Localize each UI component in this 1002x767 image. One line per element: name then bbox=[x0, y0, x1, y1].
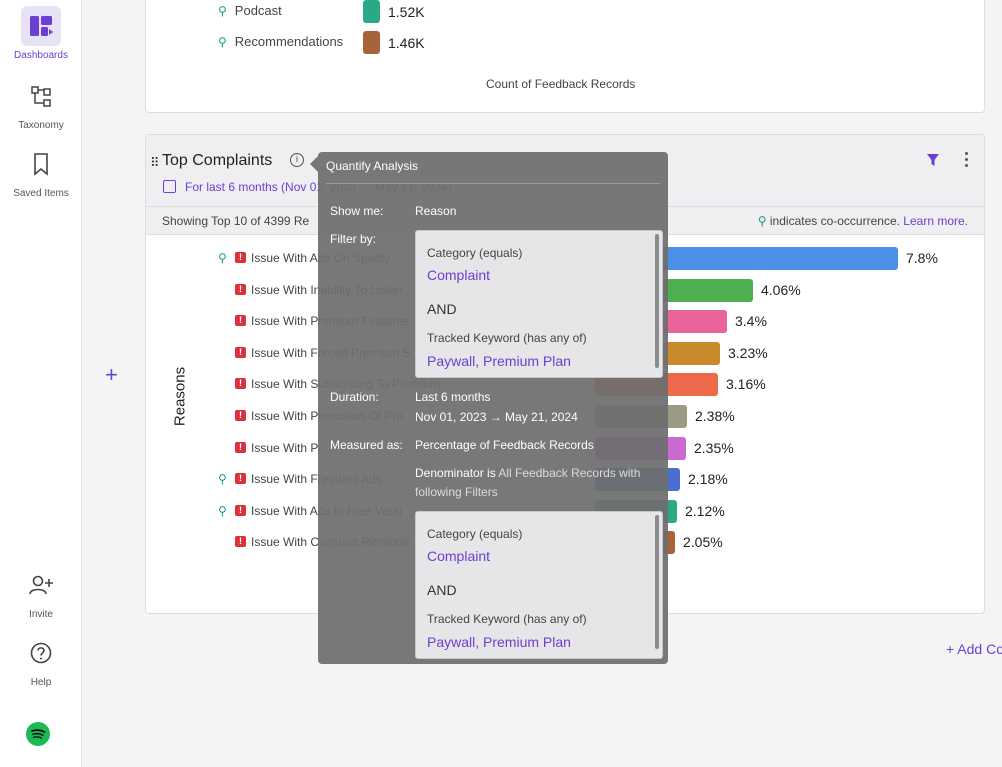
duration-value: Last 6 months bbox=[415, 390, 491, 404]
and-operator: AND bbox=[427, 582, 457, 598]
sidebar-item-label: Saved Items bbox=[13, 188, 69, 199]
cooccurrence-icon: ⚲ bbox=[218, 251, 227, 265]
add-chart-button[interactable]: + Add Co bbox=[946, 641, 1002, 657]
add-widget-button[interactable]: + bbox=[105, 362, 118, 387]
cooccurrence-icon: ⚲ bbox=[218, 503, 227, 518]
denominator-prefix: Denominator is bbox=[415, 466, 496, 480]
keyword-value: Paywall, Premium Plan bbox=[427, 353, 571, 369]
tooltip-title: Quantify Analysis bbox=[326, 159, 419, 173]
cooccurrence-icon: ⚲ bbox=[218, 472, 227, 487]
duration-range: Nov 01, 2023 → May 21, 2024 bbox=[415, 410, 578, 424]
complaint-flag-icon: ! bbox=[235, 315, 246, 327]
top-chart-card bbox=[145, 0, 985, 113]
denominator-line-2: following Filters bbox=[415, 485, 498, 499]
cooccurrence-icon: ⚲ bbox=[757, 214, 767, 228]
keyword-value: Paywall, Premium Plan bbox=[427, 634, 571, 650]
scrollbar[interactable] bbox=[655, 234, 659, 368]
showing-count: Showing Top 10 of 4399 Re bbox=[162, 214, 310, 228]
legend-label: Podcast bbox=[234, 3, 282, 18]
more-options-icon[interactable] bbox=[965, 152, 969, 170]
category-condition: Category (equals) bbox=[427, 246, 523, 260]
y-axis-title: Reasons bbox=[171, 366, 189, 427]
help-icon bbox=[21, 633, 61, 673]
sidebar-item-dashboards[interactable]: Dashboards bbox=[0, 6, 82, 61]
sidebar-item-label: Help bbox=[30, 677, 52, 688]
bar-value-label: 2.35% bbox=[694, 439, 734, 456]
complaint-flag-icon: ! bbox=[235, 536, 246, 548]
card-title: Top Complaints bbox=[162, 152, 273, 169]
bar-value: 1.52K bbox=[388, 4, 425, 20]
denominator-line: Denominator is All Feedback Records with bbox=[415, 466, 640, 480]
measured-as-value: Percentage of Feedback Records bbox=[415, 438, 594, 452]
cooccurrence-note-text: indicates co-occurrence. bbox=[769, 214, 900, 228]
row-label: Issue With P bbox=[251, 440, 319, 455]
bar-value-label: 3.16% bbox=[726, 376, 766, 393]
bar-value-label: 2.38% bbox=[695, 408, 735, 424]
keyword-condition: Tracked Keyword (has any of) bbox=[427, 331, 587, 345]
bar-podcast bbox=[363, 0, 380, 23]
bar[interactable] bbox=[595, 247, 898, 270]
bar-value-label: 2.12% bbox=[685, 502, 725, 519]
bar-recommendations bbox=[363, 31, 380, 54]
measured-as-label: Measured as: bbox=[330, 438, 403, 452]
bar-value-label: 3.23% bbox=[728, 344, 768, 361]
complaint-flag-icon: ! bbox=[235, 473, 246, 485]
complaint-flag-icon: ! bbox=[235, 441, 246, 453]
complaint-flag-icon: ! bbox=[235, 252, 246, 263]
calendar-icon bbox=[163, 180, 176, 193]
filter-box-2[interactable]: Category (equals) Complaint AND Tracked … bbox=[415, 511, 663, 659]
quantify-analysis-tooltip: Quantify Analysis Show me: Reason Filter… bbox=[310, 152, 668, 664]
bookmark-icon bbox=[21, 144, 61, 184]
legend-item-podcast: ⚲ Podcast bbox=[218, 3, 282, 18]
spotify-logo bbox=[26, 722, 50, 751]
sidebar-item-invite[interactable]: Invite bbox=[0, 565, 82, 620]
filter-by-label: Filter by: bbox=[330, 232, 377, 246]
info-icon[interactable]: i bbox=[290, 153, 304, 167]
bar-value-label: 2.18% bbox=[688, 471, 728, 488]
bar-value: 1.46K bbox=[388, 35, 425, 51]
bar-value-label: 2.05% bbox=[683, 534, 723, 551]
legend-item-recommendations: ⚲ Recommendations bbox=[218, 34, 343, 49]
top-complaints-card: ⠿ Top Complaints i For last 6 months (No… bbox=[145, 134, 985, 614]
complaint-flag-icon: ! bbox=[235, 283, 246, 295]
cooccurrence-icon: ⚲ bbox=[218, 3, 227, 18]
sidebar: Dashboards Taxonomy Saved Items Invite H… bbox=[0, 0, 82, 767]
complaint-flag-icon: ! bbox=[235, 378, 246, 390]
sidebar-item-saved-items[interactable]: Saved Items bbox=[0, 144, 82, 199]
show-me-label: Show me: bbox=[330, 204, 384, 218]
filter-icon[interactable] bbox=[926, 153, 940, 172]
sidebar-item-label: Invite bbox=[29, 609, 53, 620]
scrollbar[interactable] bbox=[655, 515, 659, 649]
keyword-condition: Tracked Keyword (has any of) bbox=[427, 612, 587, 626]
divider bbox=[326, 183, 660, 184]
and-operator: AND bbox=[427, 301, 457, 317]
bar-value-label: 3.4% bbox=[735, 313, 767, 330]
taxonomy-icon bbox=[21, 76, 61, 116]
complaint-flag-icon: ! bbox=[235, 410, 246, 421]
denominator-text: All Feedback Records with bbox=[498, 466, 641, 480]
learn-more-link[interactable]: Learn more. bbox=[903, 214, 968, 228]
category-value: Complaint bbox=[427, 548, 491, 564]
filter-box-1[interactable]: Category (equals) Complaint AND Tracked … bbox=[415, 230, 663, 378]
cooccurrence-icon: ⚲ bbox=[218, 34, 227, 49]
add-user-icon bbox=[21, 565, 61, 605]
category-condition: Category (equals) bbox=[427, 527, 523, 541]
duration-label: Duration: bbox=[330, 390, 379, 404]
complaint-flag-icon: ! bbox=[235, 504, 246, 516]
complaint-flag-icon: ! bbox=[235, 346, 246, 358]
x-axis-title: Count of Feedback Records bbox=[486, 77, 636, 91]
sidebar-item-label: Dashboards bbox=[14, 50, 68, 61]
sidebar-item-taxonomy[interactable]: Taxonomy bbox=[0, 76, 82, 131]
sidebar-item-label: Taxonomy bbox=[18, 120, 64, 131]
bar-value-label: 4.06% bbox=[761, 281, 801, 298]
legend-label: Recommendations bbox=[234, 34, 344, 49]
cooccurrence-note: ⚲ indicates co-occurrence. Learn more. bbox=[758, 214, 968, 228]
category-value: Complaint bbox=[427, 267, 491, 283]
dashboard-icon bbox=[21, 6, 61, 46]
drag-handle-icon[interactable]: ⠿ bbox=[150, 155, 159, 170]
show-me-value: Reason bbox=[415, 204, 457, 218]
sidebar-item-help[interactable]: Help bbox=[0, 633, 82, 688]
bar-value-label: 7.8% bbox=[906, 250, 938, 266]
